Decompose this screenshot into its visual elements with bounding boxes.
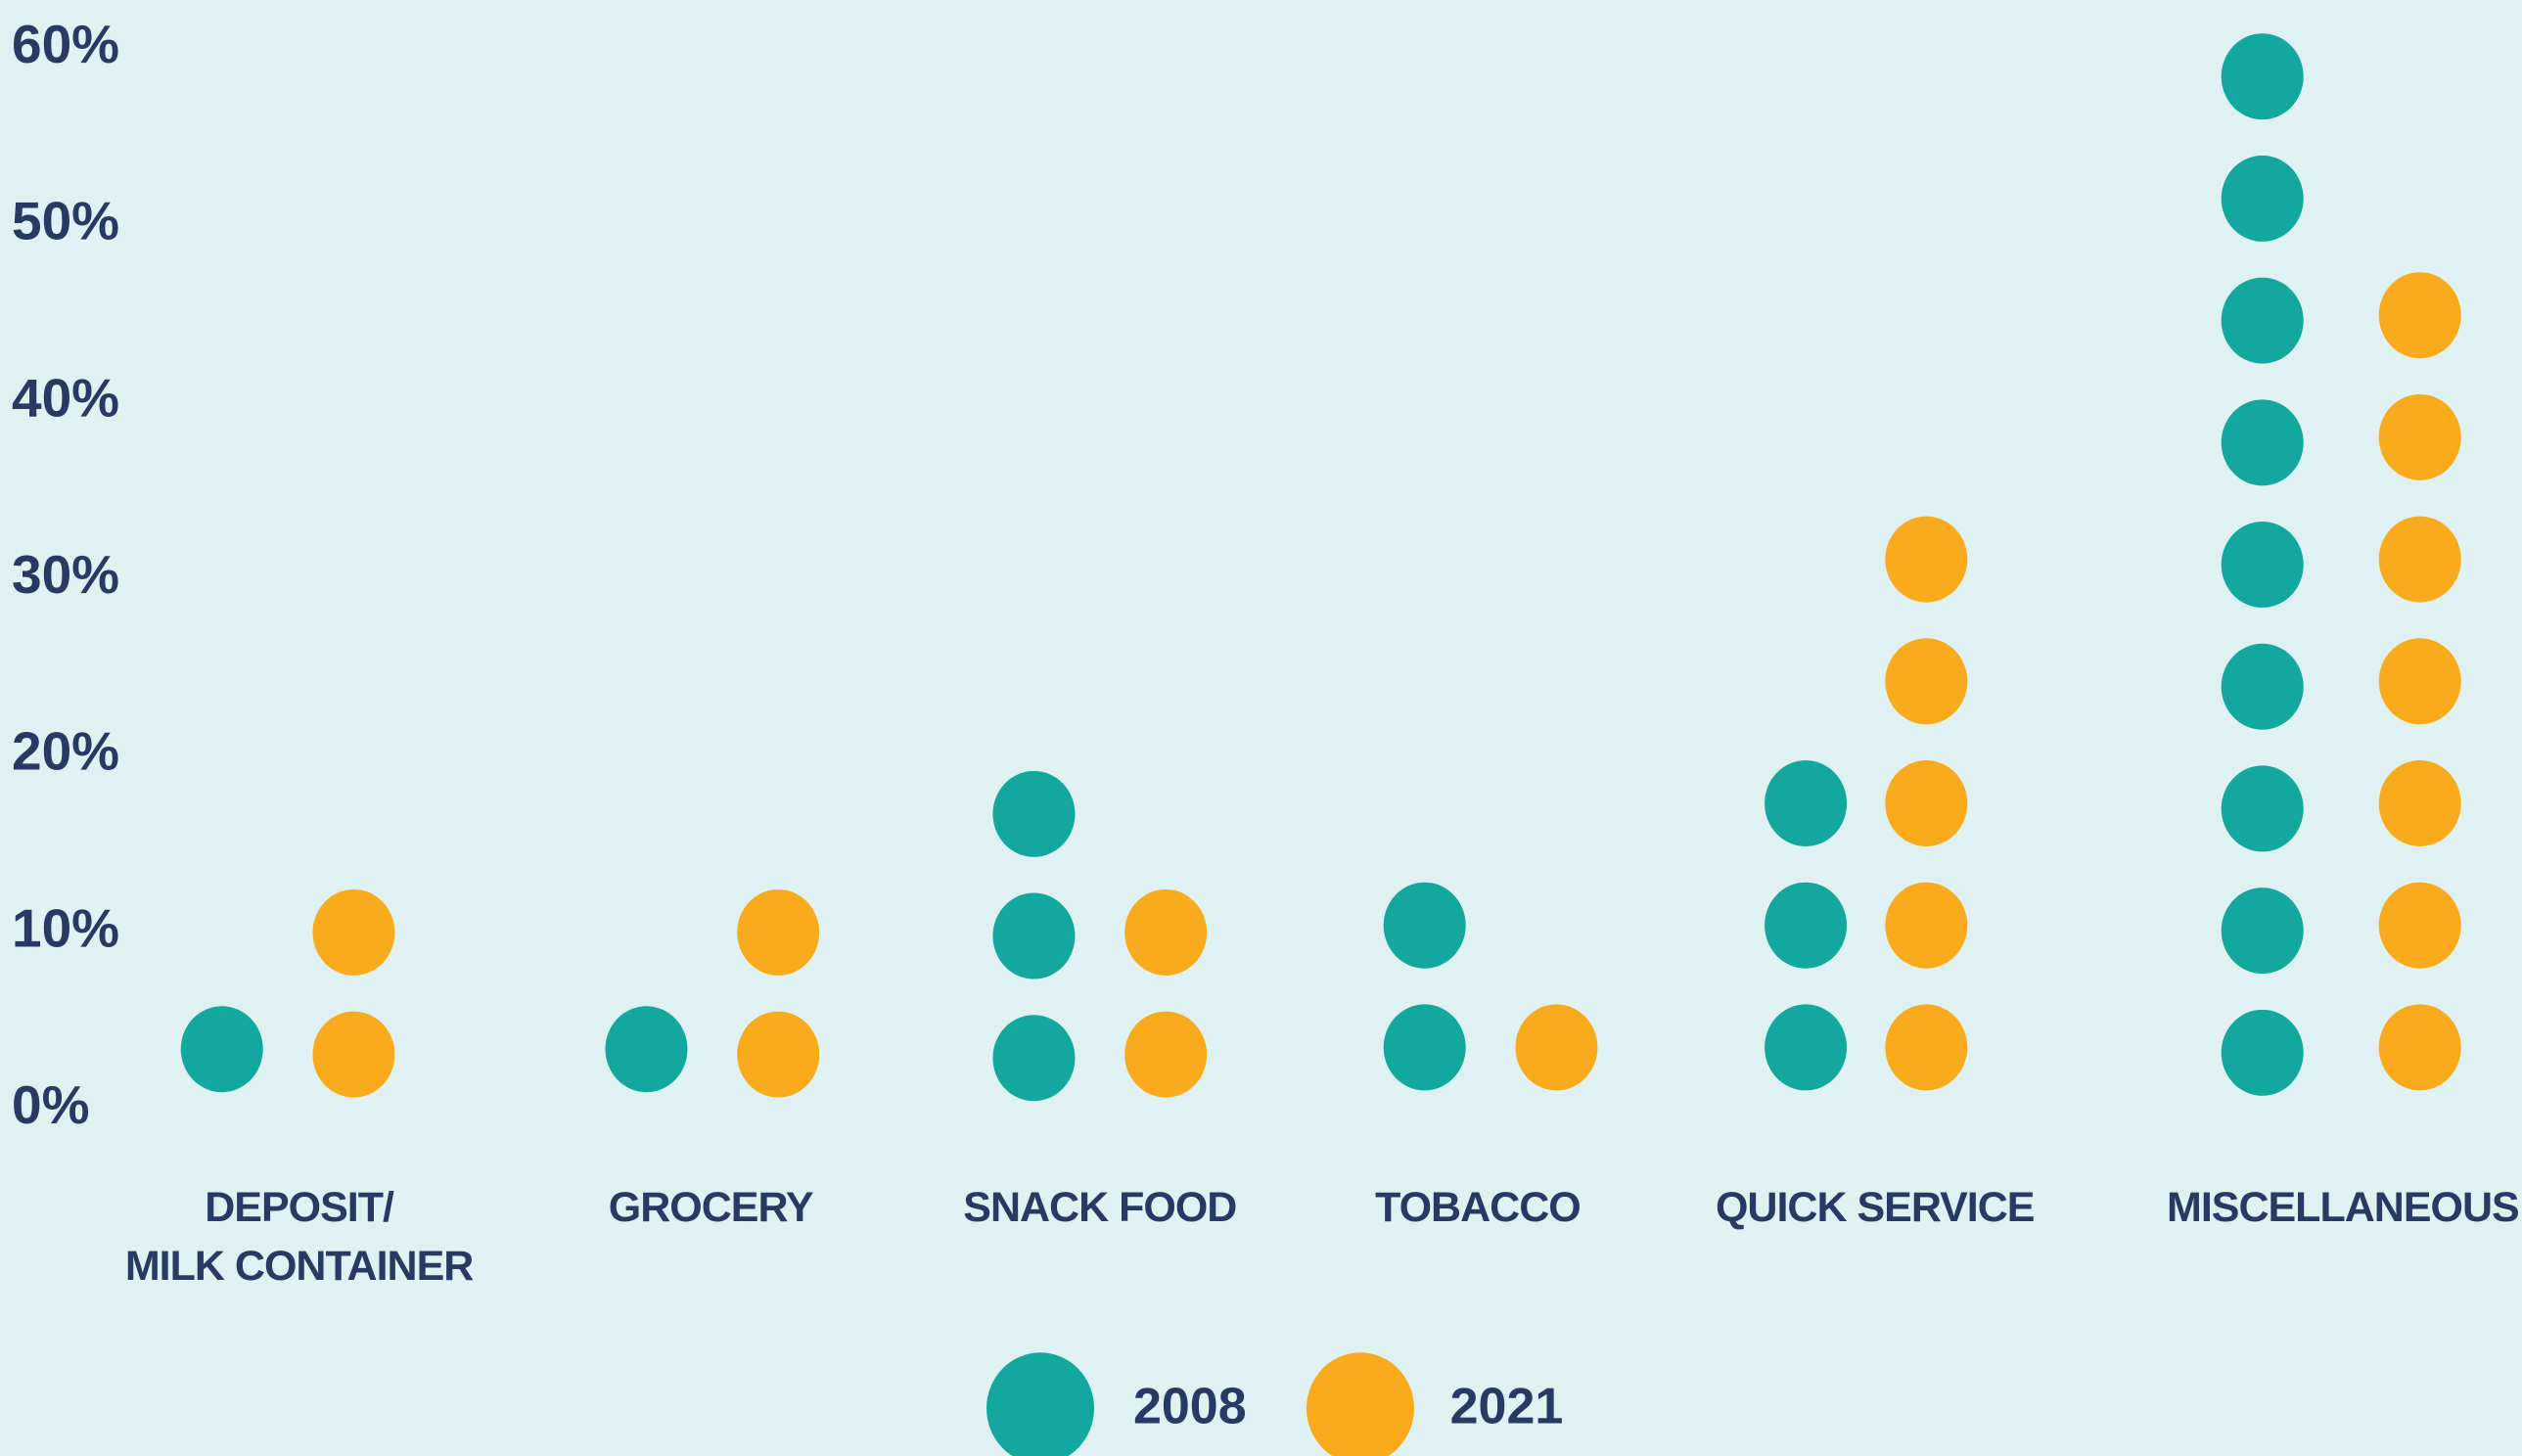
dot	[992, 1015, 1076, 1102]
dot	[1765, 760, 1848, 847]
dot	[180, 1006, 263, 1093]
dot	[992, 892, 1076, 979]
dot	[737, 888, 820, 976]
dot	[2221, 643, 2304, 730]
legend-label: 2021	[1450, 1379, 1564, 1435]
dot	[1885, 516, 1968, 603]
dot	[605, 1006, 688, 1093]
dot	[2378, 638, 2461, 725]
x-tick-label: MISCELLANEOUS	[2167, 1184, 2520, 1232]
dot	[1885, 760, 1968, 847]
dot	[1383, 1004, 1466, 1091]
dot	[312, 888, 395, 976]
dot	[2378, 760, 2461, 847]
dot	[1765, 1004, 1848, 1091]
y-tick-label: 20%	[12, 721, 119, 782]
dot	[737, 1011, 820, 1098]
dot	[1885, 1004, 1968, 1091]
dot	[2378, 393, 2461, 480]
dot	[992, 770, 1076, 857]
dot	[2221, 765, 2304, 852]
dot	[2378, 516, 2461, 603]
legend-swatch	[986, 1352, 1095, 1456]
y-tick-label: 10%	[12, 897, 119, 958]
dot	[2378, 272, 2461, 359]
dot	[312, 1011, 395, 1098]
x-tick-label: DEPOSIT/ MILK CONTAINER	[124, 1184, 474, 1291]
dot	[1885, 638, 1968, 725]
dot	[1515, 1004, 1598, 1091]
dot	[2221, 277, 2304, 364]
dot	[2221, 887, 2304, 975]
dot	[2221, 33, 2304, 120]
y-tick-label: 60%	[12, 14, 119, 74]
dot	[1765, 882, 1848, 969]
dot	[2221, 399, 2304, 486]
dot	[2378, 1004, 2461, 1091]
x-tick-label: QUICK SERVICE	[1715, 1184, 2036, 1232]
y-tick-label: 50%	[12, 191, 119, 251]
y-tick-label: 30%	[12, 544, 119, 605]
dot	[1124, 888, 1208, 976]
legend-swatch	[1306, 1352, 1414, 1456]
dot	[2221, 155, 2304, 242]
legend-label: 2008	[1133, 1379, 1247, 1435]
y-tick-label: 40%	[12, 367, 119, 428]
dot	[2378, 882, 2461, 969]
dot	[1885, 882, 1968, 969]
x-tick-label: TOBACCO	[1375, 1184, 1582, 1232]
dot	[1383, 882, 1466, 969]
x-tick-label: GROCERY	[608, 1184, 814, 1232]
x-tick-label: SNACK FOOD	[963, 1184, 1237, 1232]
y-tick-label: 0%	[12, 1074, 90, 1135]
dot	[2221, 522, 2304, 609]
dot	[2221, 1009, 2304, 1096]
dot	[1124, 1011, 1208, 1098]
